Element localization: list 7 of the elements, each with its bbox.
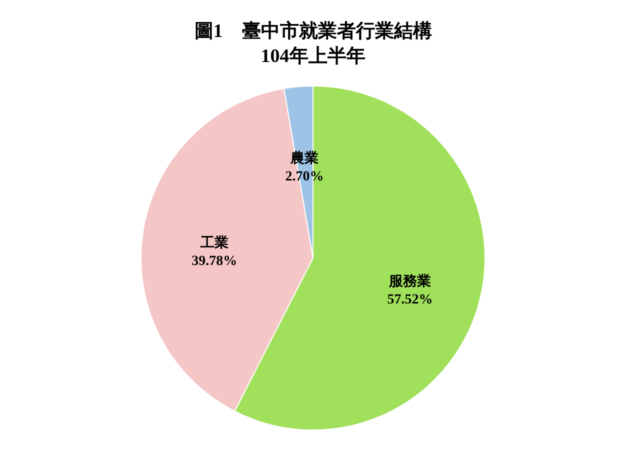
data-label: 57.52% [387, 292, 433, 308]
chart-title: 圖1 臺中市就業者行業結構 [194, 20, 432, 42]
chart-subtitle: 104年上半年 [260, 45, 366, 67]
slice-label: 工業 [199, 234, 228, 251]
slice-label: 服務業 [388, 273, 431, 290]
data-label: 2.70% [285, 170, 324, 185]
data-label: 39.78% [192, 254, 238, 269]
